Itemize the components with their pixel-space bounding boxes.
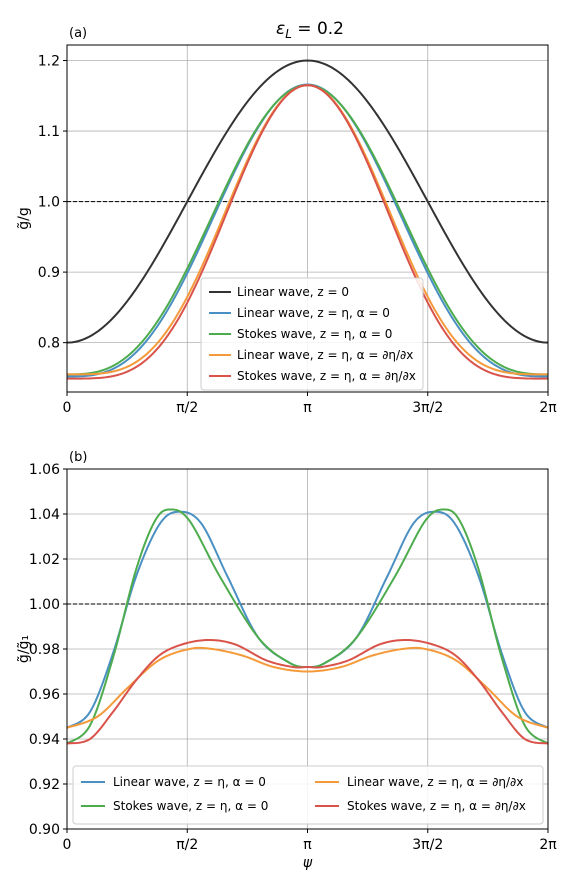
y-tick-label: 0.92	[29, 777, 60, 793]
x-tick-label: 3π/2	[412, 837, 443, 853]
legend: Linear wave, z = 0 Linear wave, z = η, α …	[200, 277, 424, 391]
y-tick-label: 0.96	[29, 687, 60, 703]
legend-entry: Linear wave, z = η, α = 0	[237, 306, 390, 320]
y-tick-label: 1.0	[38, 195, 60, 211]
series-line-stokesB	[67, 84, 548, 380]
legend-entry: Linear wave, z = 0	[237, 285, 349, 299]
y-axis-label: g̃/g̃₁	[16, 635, 32, 663]
panel-b: 0 π/2 π 3π/2 2π 0.90 0.92 0.94 0.96 0.98 1.00 1.02 1…	[16, 450, 557, 871]
x-tick-label: 0	[63, 837, 72, 853]
y-tick-label: 1.06	[29, 462, 60, 478]
y-tick-label: 1.04	[29, 507, 60, 523]
x-tick-label: 3π/2	[412, 400, 443, 416]
x-tick-label: π	[303, 400, 312, 416]
x-tick-label: π/2	[176, 837, 198, 853]
legend-entry: Stokes wave, z = η, α = 0	[113, 799, 268, 813]
legend-entry: Linear wave, z = η, α = ∂η/∂x	[237, 348, 413, 362]
legend-entry: Stokes wave, z = η, α = ∂η/∂x	[347, 799, 526, 813]
x-tick-label: π/2	[176, 400, 198, 416]
x-tick-label: 2π	[539, 837, 557, 853]
y-tick-label: 0.98	[29, 642, 60, 658]
y-tick-label: 0.9	[38, 265, 60, 281]
x-axis-label: ψ	[303, 855, 313, 871]
y-tick-label: 1.02	[29, 552, 60, 568]
x-tick-label: π	[303, 837, 312, 853]
x-tick-label: 2π	[539, 400, 557, 416]
legend-entry: Stokes wave, z = η, α = ∂η/∂x	[237, 369, 416, 383]
series-line-linB	[67, 646, 548, 729]
legend: Linear wave, z = η, α = 0 Stokes wave, z …	[72, 765, 544, 825]
y-axis-label: g̃/g	[16, 207, 32, 230]
legend-entry: Linear wave, z = η, α = 0	[113, 775, 266, 789]
y-tick-label: 1.2	[38, 54, 60, 70]
x-tick-label: 0	[63, 400, 72, 416]
series-line-linear0	[67, 59, 548, 344]
y-tick-label: 0.90	[29, 822, 60, 838]
panel-a: 0 π/2 π 3π/2 2π 0.8 0.9 1.0 1.1 1.2 (a) g̃/g Linear …	[16, 26, 557, 416]
y-tick-label: 0.94	[29, 732, 60, 748]
series-line-stokesB	[67, 638, 548, 745]
y-tick-label: 0.8	[38, 336, 60, 352]
legend-entry: Linear wave, z = η, α = ∂η/∂x	[347, 775, 523, 789]
figure-title: εL = 0.2	[276, 19, 344, 41]
panel-label: (b)	[69, 450, 87, 465]
panel-label: (a)	[69, 26, 87, 41]
y-tick-label: 1.00	[29, 597, 60, 613]
y-tick-label: 1.1	[38, 124, 60, 140]
legend-entry: Stokes wave, z = η, α = 0	[237, 327, 392, 341]
